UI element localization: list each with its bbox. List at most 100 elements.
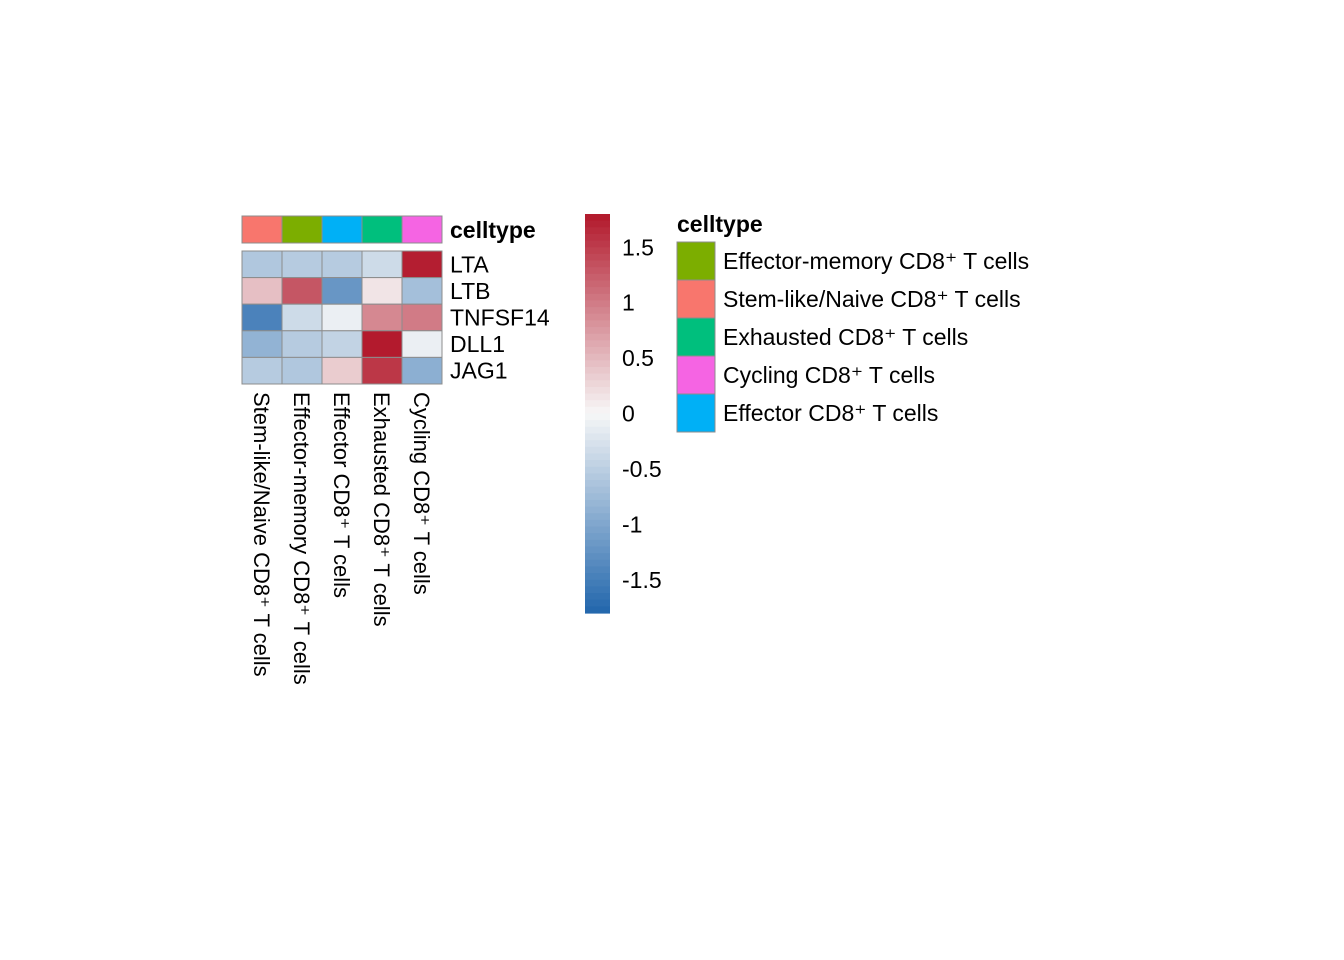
color-scale-segment — [585, 420, 610, 428]
color-scale-segment — [585, 347, 610, 355]
color-scale-segment — [585, 380, 610, 388]
color-scale-segment — [585, 400, 610, 408]
color-scale-tick-label: -1 — [622, 511, 642, 537]
heatmap-cell — [401, 356, 443, 385]
color-scale-segment — [585, 433, 610, 441]
color-scale-segment — [585, 593, 610, 601]
color-scale-tick-label: 0 — [622, 401, 635, 427]
color-scale-segment — [585, 566, 610, 574]
color-scale-segment — [585, 539, 610, 548]
color-scale-segment — [585, 253, 610, 262]
color-scale-tick-label: 1 — [622, 290, 635, 316]
legend-swatch — [676, 317, 716, 357]
heatmap-cell — [401, 330, 443, 358]
color-scale-segment — [585, 227, 610, 235]
legend-label: Cycling CD8⁺ T cells — [723, 362, 935, 388]
color-scale-tick-label: 0.5 — [622, 345, 654, 371]
celltype-legend: celltype Effector-memory CD8⁺ T cells Ste… — [676, 211, 1029, 433]
color-scale-segment — [585, 559, 610, 568]
color-scale-segment — [585, 553, 610, 561]
annotation-cell — [281, 215, 323, 244]
color-scale-segment — [585, 586, 610, 594]
heatmap-cell — [281, 250, 323, 279]
color-scale-tick-label: 1.5 — [622, 234, 654, 260]
color-scale-segment — [585, 340, 610, 348]
color-scale-segment — [585, 333, 610, 341]
color-scale-segment — [585, 466, 610, 474]
color-scale-segment — [585, 579, 610, 587]
color-scale-legend: 1.5 1 0.5 0 -0.5 -1 -1.5 — [585, 214, 662, 614]
heatmap-cell — [321, 356, 363, 385]
celltype-annotation-bar — [241, 215, 443, 244]
color-scale-segment — [585, 240, 610, 248]
legend-title: celltype — [677, 211, 763, 237]
color-scale-segment — [585, 480, 610, 488]
color-scale-segment — [585, 426, 610, 435]
color-scale-segment — [585, 300, 610, 308]
color-scale-segment — [585, 513, 610, 521]
row-label: TNFSF14 — [450, 305, 550, 331]
color-scale-segment — [585, 353, 610, 361]
color-scale-segment — [585, 499, 610, 508]
color-scale-segment — [585, 360, 610, 368]
heatmap-cell — [321, 330, 363, 358]
heatmap-cell — [281, 303, 323, 332]
row-label: LTA — [450, 251, 489, 277]
color-scale-segment — [585, 606, 610, 614]
color-scale-segment — [585, 406, 610, 415]
heatmap-cell — [281, 330, 323, 358]
color-scale-segment — [585, 247, 610, 255]
annotation-title: celltype — [450, 217, 536, 243]
color-scale-segment — [585, 386, 610, 395]
heatmap-cell — [321, 277, 363, 305]
color-scale-segment — [585, 493, 610, 501]
color-scale-tick-label: -0.5 — [622, 456, 662, 482]
row-label: JAG1 — [450, 358, 508, 384]
heatmap-cell — [241, 250, 283, 279]
color-scale-segment — [585, 327, 610, 335]
color-scale-segment — [585, 393, 610, 401]
color-scale-segment — [585, 287, 610, 295]
legend-swatch — [676, 241, 716, 281]
heatmap-cell — [241, 356, 283, 385]
legend-label: Effector CD8⁺ T cells — [723, 400, 938, 426]
heatmap-cell — [401, 277, 443, 305]
color-scale-segment — [585, 573, 610, 581]
color-scale-segment — [585, 214, 610, 222]
annotation-cell — [321, 215, 363, 244]
column-label: Exhausted CD8⁺ T cells — [369, 392, 394, 627]
color-scale-segment — [585, 599, 610, 607]
column-label: Effector CD8⁺ T cells — [329, 392, 354, 598]
heatmap-body — [241, 250, 443, 385]
heatmap-cell — [281, 277, 323, 305]
legend-swatch — [676, 393, 716, 433]
color-scale-segment — [585, 220, 610, 228]
color-scale-segment — [585, 533, 610, 541]
column-label: Effector-memory CD8⁺ T cells — [289, 392, 314, 685]
color-scale-segment — [585, 280, 610, 288]
color-scale-segment — [585, 460, 610, 468]
annotation-cell — [361, 215, 403, 244]
color-scale-segment — [585, 320, 610, 328]
legend-label: Effector-memory CD8⁺ T cells — [723, 248, 1029, 274]
annotation-cell — [401, 215, 443, 244]
color-scale-segment — [585, 267, 610, 275]
color-scale-segment — [585, 373, 610, 381]
heatmap-cell — [361, 277, 403, 305]
color-scale-segment — [585, 366, 610, 375]
legend-swatch — [676, 279, 716, 319]
color-scale-segment — [585, 413, 610, 421]
heatmap-cell — [401, 250, 443, 279]
color-scale-segment — [585, 473, 610, 481]
column-label: Cycling CD8⁺ T cells — [409, 392, 434, 595]
color-scale-segment — [585, 546, 610, 554]
color-scale-segment — [585, 446, 610, 454]
heatmap-cell — [361, 356, 403, 385]
color-scale-segment — [585, 273, 610, 282]
color-scale-segment — [585, 260, 610, 268]
heatmap-cell — [361, 330, 403, 358]
column-labels: Stem-like/Naive CD8⁺ T cells Effector-mem… — [249, 392, 434, 685]
color-scale-segment — [585, 486, 610, 494]
color-scale-tick-label: -1.5 — [622, 567, 662, 593]
